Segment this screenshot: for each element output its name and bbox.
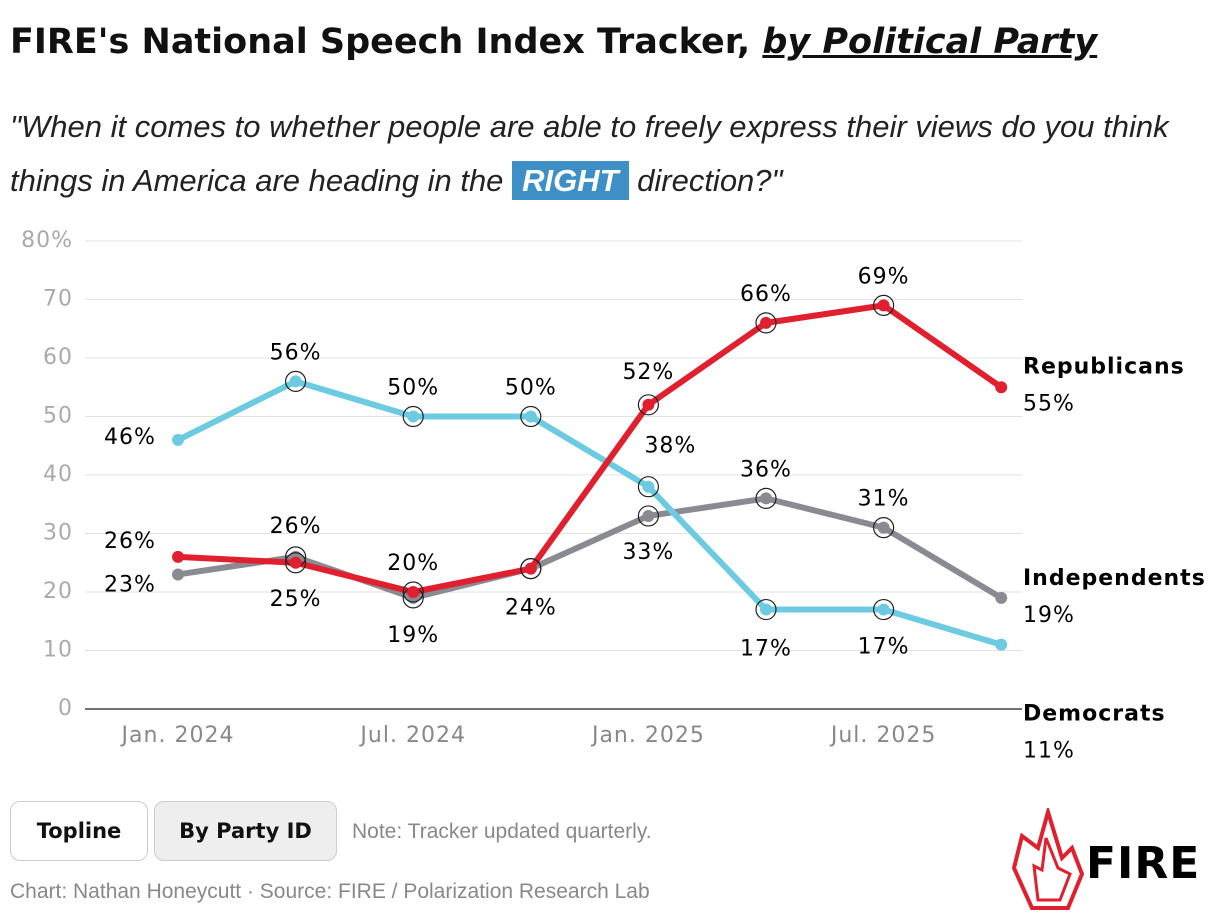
legend-label: Independents	[1023, 566, 1206, 591]
data-point	[172, 568, 184, 581]
y-tick-label: 30	[43, 521, 73, 546]
x-tick-label: Jul. 2025	[829, 723, 937, 748]
point-ring	[637, 394, 660, 416]
data-point	[172, 550, 184, 563]
data-label: 24%	[505, 596, 557, 621]
point-ring	[285, 552, 307, 574]
y-tick-label: 60	[43, 345, 73, 370]
data-label: 17%	[858, 635, 910, 660]
data-label: 17%	[740, 637, 792, 662]
subtitle: "When it comes to whether people are abl…	[10, 100, 1215, 208]
data-label: 26%	[270, 514, 322, 539]
y-tick-label: 0	[58, 696, 73, 721]
point-ring	[872, 294, 895, 316]
data-point	[642, 509, 655, 522]
y-tick-label: 20	[43, 579, 73, 604]
logo-flame	[1032, 837, 1072, 902]
data-point	[524, 562, 537, 575]
series-line	[176, 378, 1003, 648]
point-ring	[755, 312, 777, 334]
data-point	[760, 316, 772, 329]
chart-title: FIRE's National Speech Index Tracker, by…	[10, 22, 1097, 62]
chart: 0 10 20 30 40 50 60 70 80% Jan. 2024 Jul. 2024 Jan.…	[21, 228, 1206, 760]
title-emphasis: by Political Party	[762, 22, 1098, 62]
tab-button[interactable]: Topline	[10, 801, 148, 861]
data-point	[995, 381, 1008, 394]
y-tick-label: 80%	[21, 228, 73, 253]
data-label: 52%	[622, 360, 674, 385]
logo-text: FIRE	[1086, 838, 1200, 889]
data-label: 55%	[1023, 391, 1075, 416]
data-label: 26%	[104, 529, 156, 554]
data-label: 38%	[644, 434, 696, 459]
x-tick-label: Jan. 2024	[120, 723, 235, 748]
legend-label: Republicans	[1023, 354, 1185, 379]
title-text: FIRE's National Speech Index Tracker,	[10, 22, 751, 62]
data-label: 20%	[387, 551, 439, 576]
data-point	[877, 603, 890, 616]
series-line	[177, 495, 1003, 601]
credit: Chart: Nathan Honeycutt · Source: FIRE /…	[10, 880, 650, 903]
data-label: 50%	[387, 376, 439, 401]
legend-label: Democrats	[1023, 702, 1166, 727]
data-point	[760, 603, 772, 616]
y-tick-label: 70	[43, 287, 73, 312]
data-label: 66%	[740, 282, 792, 307]
y-tick-label: 10	[43, 638, 73, 663]
x-tick-label: Jan. 2025	[590, 723, 705, 748]
data-label: 46%	[104, 425, 156, 450]
y-tick-label: 50	[43, 404, 73, 429]
subtitle-highlight: RIGHT	[512, 161, 629, 200]
data-point	[289, 375, 302, 388]
data-label: 19%	[1023, 603, 1075, 628]
data-point	[524, 410, 537, 423]
point-ring	[520, 558, 542, 580]
data-label: 69%	[858, 264, 910, 289]
y-tick-label: 40	[43, 462, 73, 487]
data-point	[289, 556, 302, 569]
data-point	[877, 521, 890, 534]
data-label: 31%	[858, 487, 910, 512]
subtitle-text: "When it comes to whether people are abl…	[10, 109, 1169, 198]
point-ring	[402, 581, 424, 603]
data-label: 36%	[740, 457, 792, 482]
data-label: 19%	[387, 623, 439, 648]
data-label: 50%	[505, 376, 557, 401]
logo-flame	[1011, 808, 1085, 910]
data-label: 56%	[270, 340, 322, 365]
data-label: 33%	[622, 540, 674, 565]
data-point	[995, 591, 1008, 604]
data-label: 25%	[270, 587, 322, 612]
point-ring	[755, 598, 777, 621]
point-ring	[872, 598, 895, 621]
series-line	[177, 302, 1003, 595]
data-label: 23%	[104, 572, 156, 597]
point-ring	[520, 405, 542, 428]
point-ring	[755, 487, 777, 509]
note: Note: Tracker updated quarterly.	[352, 820, 652, 843]
data-label: 11%	[1023, 739, 1075, 760]
data-point	[172, 433, 184, 446]
point-ring	[637, 476, 660, 498]
data-point	[642, 398, 655, 411]
data-point	[642, 480, 655, 493]
tab-button[interactable]: By Party ID	[154, 801, 337, 861]
point-ring	[285, 370, 307, 392]
data-point	[760, 492, 772, 505]
logo: FIRE	[1011, 808, 1200, 910]
point-ring	[402, 405, 424, 428]
data-point	[407, 586, 420, 598]
data-point	[995, 638, 1008, 651]
data-point	[877, 299, 890, 312]
x-tick-label: Jul. 2024	[358, 723, 466, 748]
point-ring	[637, 505, 660, 527]
point-ring	[872, 517, 895, 539]
data-point	[407, 410, 420, 423]
subtitle-text: direction?"	[637, 163, 783, 198]
